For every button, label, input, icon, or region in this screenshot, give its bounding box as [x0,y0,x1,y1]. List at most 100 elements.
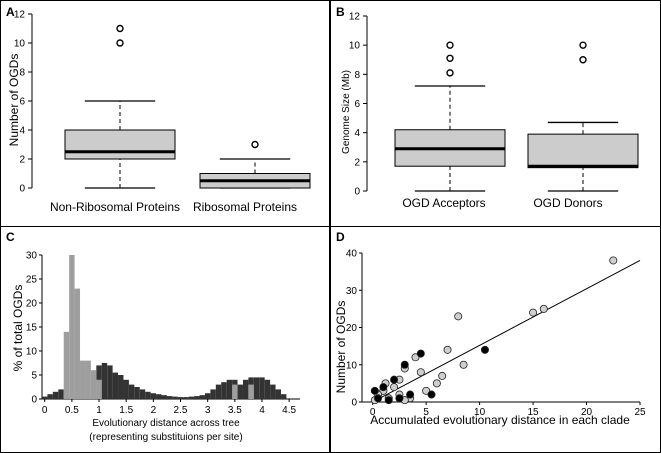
panel-a-y-tick-label: 0 [19,184,25,195]
panel-d-letter: D [336,230,345,244]
panel-d-point-dark [480,345,489,354]
panel-a-category-label-1: Ribosomal Proteins [193,200,297,214]
panel-c-bar-dark [101,363,108,399]
panel-c-bar-dark [188,396,195,399]
panel-c-bar-light [232,384,238,399]
panel-d-point-dark [379,383,388,392]
panel-b-frame [330,0,661,227]
panel-c-bar-dark [280,394,287,399]
panel-c-bar-dark [150,393,157,399]
panel-c-y-tick-label: 5 [31,371,37,382]
panel-c-bar-light [69,255,75,399]
panel-c-xlabel-2: (representing substituions per site) [89,432,242,443]
panel-b-outlier [446,54,454,62]
panel-d-y-tick-label: 0 [351,398,357,409]
panel-c-y-tick-label: 15 [26,323,38,334]
panel-c-bar-dark [112,372,119,399]
panel-c-bar-dark [156,394,162,399]
panel-c-letter: C [6,230,15,244]
panel-d-point-light [539,304,548,313]
panel-c-x-tick-label: 2 [151,405,157,416]
panel-b-outlier [446,41,454,49]
panel-a-outlier [116,39,124,47]
panel-d-point-light [443,345,452,354]
panel-c-bar-dark [264,379,271,399]
panel-a-y-tick-label: 12 [14,10,26,21]
panel-d-x-tick-label: 5 [423,407,429,418]
panel-c-bar-dark [210,389,216,399]
panel-c-y-tick-label: 20 [26,299,38,310]
panel-b-y-tick-label: 2 [354,157,360,168]
panel-d-point-dark [395,394,404,403]
panel-b-y-tick-label: 0 [354,187,360,198]
panel-a-ylabel: Number of OGDs [7,54,21,147]
panel-d-x-tick-label: 20 [581,407,593,418]
panel-a-y-tick-label: 4 [19,126,25,137]
panel-c-bar-light [96,379,102,399]
panel-d-y-tick-label: 30 [346,286,358,297]
panel-c-bar-dark [275,389,281,399]
panel-b-y-tick-label: 10 [349,41,361,52]
panel-c-bar-dark [128,384,135,399]
panel-b-outlier [579,41,587,49]
panel-a-box [64,129,176,160]
panel-c-bar-dark [215,384,222,399]
panel-a-y-tick-label: 8 [19,68,25,79]
panel-d-point-light [438,371,447,380]
panel-d-point-dark [406,390,415,399]
panel-c-bar-dark [161,395,167,399]
panel-d-point-light [459,360,468,369]
panel-c-histogram: % of total OGDs Evolutionary distance ac… [11,251,300,443]
panel-d-point-light [416,368,425,377]
panel-d-point-light [390,383,399,392]
panel-d-x-tick-label: 0 [370,407,376,418]
panel-c-bar-dark [42,396,48,399]
panel-c-bar-light [74,288,81,399]
panel-c-bar-dark [199,395,205,399]
panel-c-x-tick-label: 1 [96,405,102,416]
panel-b-boxplot: Genome Size (Mb) OGD Acceptors OGD Donor… [341,12,639,210]
panel-c-bar-dark [237,384,243,399]
panel-d-point-dark [370,386,379,395]
panel-b-letter: B [336,5,345,19]
panel-a-y-tick-label: 6 [19,97,25,108]
panel-d-point-dark [416,349,425,358]
panel-c-x-tick-label: 2.5 [174,405,188,416]
panel-d-point-dark [374,394,383,403]
panel-b-outlier [579,56,587,64]
panel-c-bar-dark [194,396,200,399]
panel-c-bar-light [85,360,91,399]
panel-c-bar-dark [118,375,124,399]
panel-a-outlier [251,140,259,149]
panel-c-bar-dark [123,379,129,399]
panel-c-bar-light [90,370,97,399]
panel-d-x-tick-label: 15 [528,407,540,418]
panel-d-x-tick-label: 25 [634,407,646,418]
panel-c-bar-dark [58,389,64,399]
panel-d-point-light [432,379,441,388]
panel-c-bar-dark [47,394,53,399]
panel-c-bar-dark [134,387,140,399]
panel-d-y-tick-label: 20 [346,323,358,334]
panel-c-xlabel: Evolutionary distance across tree [92,418,240,429]
panel-c-bar-dark [52,391,59,399]
panel-c-bar-dark [221,382,227,399]
panel-b-y-tick-label: 4 [354,128,360,139]
panel-c-bar-dark [242,379,249,399]
panel-c-bar-dark [177,397,184,399]
panel-c-bar-dark [145,391,151,399]
panel-d-x-tick-label: 10 [474,407,486,418]
panel-b-category-label-0: OGD Acceptors [402,196,485,210]
panel-d-point-dark [400,360,409,369]
panel-a-frame [0,0,330,227]
panel-d-point-light [529,308,538,317]
panel-a-outlier [116,24,124,33]
panel-d-point-dark [390,375,399,384]
panel-a-category-label-0: Non-Ribosomal Proteins [50,200,180,214]
panel-d-point-dark [384,396,393,405]
panel-c-bar-dark [139,389,146,399]
panel-c-y-tick-label: 25 [26,275,38,286]
panel-b-box [527,133,639,169]
panel-c-bar-dark [226,379,233,399]
panel-d-y-tick-label: 10 [346,360,358,371]
